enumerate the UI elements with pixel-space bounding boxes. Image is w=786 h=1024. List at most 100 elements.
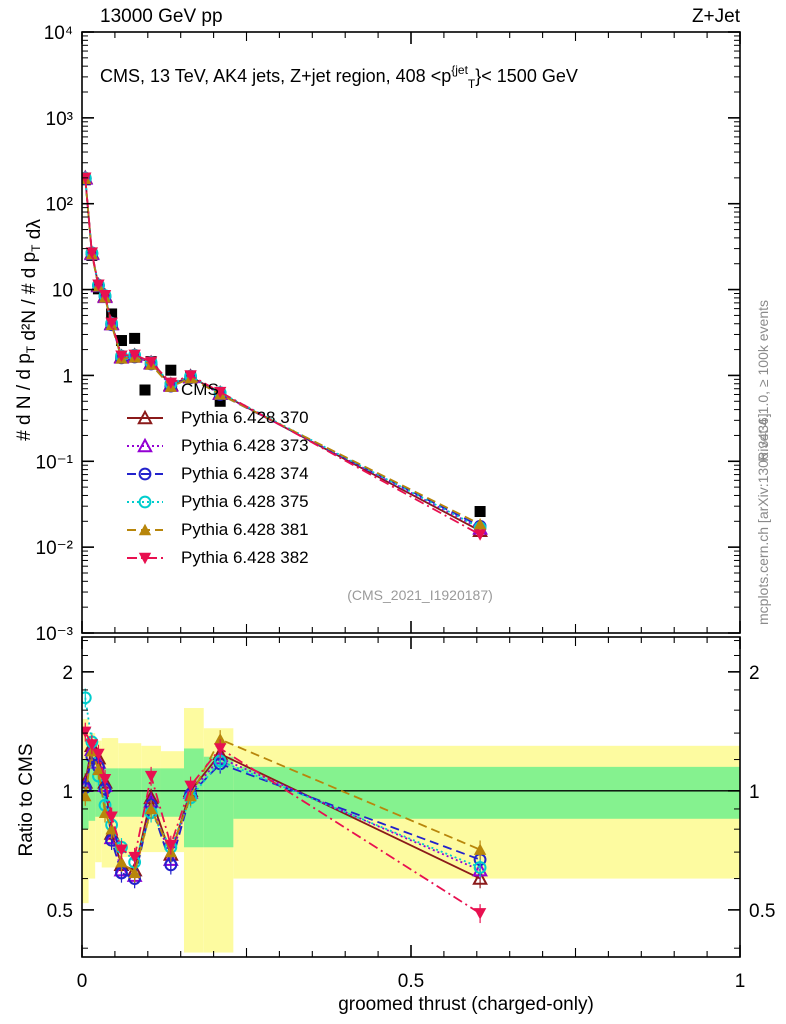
legend-entry-1[interactable]: Pythia 6.428 370: [127, 408, 309, 427]
legend-label: Pythia 6.428 374: [181, 464, 309, 483]
ratio-series-4: [82, 730, 487, 883]
y-tick-label-main: 10⁴: [44, 23, 73, 44]
ratio-uncertainty-bands: [82, 708, 740, 953]
marker-square: [106, 308, 118, 320]
legend-label: Pythia 6.428 370: [181, 408, 309, 427]
y-tick-label-ratio: 2: [62, 663, 73, 684]
header-beam-label: 13000 GeV pp: [100, 6, 223, 27]
marker-triangle-down: [144, 356, 158, 369]
y-tick-label-ratio-right: 0.5: [749, 901, 775, 922]
marker-triangle-down: [184, 780, 197, 792]
marker-triangle-down: [184, 370, 197, 382]
y-axis-label-ratio: Ratio to CMS: [16, 744, 37, 857]
marker-triangle-down: [115, 844, 128, 856]
marker-triangle-up: [137, 409, 153, 425]
side-label-rivet: Rivet 4.1.0, ≥ 100k events: [755, 300, 771, 462]
marker-triangle-down: [213, 743, 227, 755]
ratio-series-5: [82, 722, 487, 924]
marker-square: [165, 364, 177, 376]
marker-triangle-up: [128, 866, 141, 879]
legend-label: Pythia 6.428 381: [181, 520, 309, 539]
marker-triangle-up: [137, 437, 153, 453]
y-tick-label-main: 10: [52, 281, 73, 302]
marker-triangle-up: [472, 870, 488, 885]
legend-entry-5[interactable]: Pythia 6.428 381: [127, 520, 309, 539]
marker-square: [115, 335, 127, 347]
marker-triangle-down: [92, 748, 105, 761]
ratio-line: [84, 754, 481, 880]
marker-triangle-up: [473, 843, 487, 855]
marker-circle: [138, 467, 152, 481]
marker-triangle-up: [213, 733, 227, 745]
ratio-line: [84, 747, 481, 877]
legend-entry-6[interactable]: Pythia 6.428 382: [127, 548, 309, 567]
marker-triangle-down: [82, 726, 92, 739]
marker-circle: [473, 861, 487, 874]
marker-square: [139, 384, 151, 396]
marker-triangle-up: [144, 802, 158, 815]
x-tick-label: 1: [735, 971, 746, 992]
plot-annotation: CMS, 13 TeV, AK4 jets, Z+jet region, 408…: [100, 63, 578, 91]
legend-entry-3[interactable]: Pythia 6.428 374: [127, 464, 309, 483]
band-green: [118, 768, 142, 817]
marker-triangle-up: [105, 822, 118, 835]
legend-label: Pythia 6.428 375: [181, 492, 309, 511]
x-axis-label: groomed thrust (charged-only): [338, 994, 594, 1015]
y-axis-label-main: # d N / d pT d²N / # d pT dλ: [14, 219, 45, 441]
marker-triangle-down: [138, 552, 152, 565]
y-tick-label-main: 10⁻³: [36, 624, 74, 645]
x-tick-label: 0.5: [398, 971, 424, 992]
marker-triangle-down: [98, 774, 112, 786]
legend-label: Pythia 6.428 373: [181, 436, 309, 455]
y-tick-label-ratio: 0.5: [47, 901, 73, 922]
main-series-group: [82, 169, 488, 541]
band-green: [95, 768, 102, 817]
marker-circle: [82, 691, 92, 705]
band-green: [88, 765, 96, 821]
y-tick-label-ratio-right: 1: [749, 782, 760, 803]
ratio-series-group: [82, 688, 488, 924]
marker-triangle-down: [92, 279, 105, 291]
y-tick-label-ratio: 1: [62, 782, 73, 803]
marker-triangle-down: [85, 739, 99, 751]
marker-triangle-down: [473, 908, 487, 920]
legend-label: CMS: [181, 380, 219, 399]
marker-triangle-down: [473, 529, 487, 541]
marker-triangle-up: [184, 789, 197, 802]
band-green: [233, 766, 740, 819]
marker-triangle-up: [115, 856, 128, 868]
series-line: [84, 177, 481, 536]
legend-entry-2[interactable]: Pythia 6.428 373: [127, 436, 309, 455]
series-6: [82, 172, 487, 541]
y-tick-label-main: 1: [62, 366, 73, 387]
marker-triangle-down: [164, 839, 178, 852]
y-tick-label-main: 10²: [46, 195, 73, 216]
marker-square: [129, 332, 141, 344]
marker-triangle-down: [105, 317, 118, 330]
watermark-label: (CMS_2021_I1920187): [347, 587, 493, 603]
legend-entry-0[interactable]: CMS: [139, 380, 219, 399]
y-tick-label-main: 10⁻¹: [36, 452, 74, 473]
marker-triangle-down: [85, 247, 99, 259]
marker-triangle-down: [98, 289, 112, 302]
marker-triangle-down: [128, 851, 141, 864]
marker-circle: [138, 495, 152, 509]
y-tick-label-main: 10³: [46, 109, 73, 130]
band-green: [160, 768, 184, 817]
legend-entry-4[interactable]: Pythia 6.428 375: [127, 492, 309, 511]
marker-triangle-up: [138, 523, 152, 536]
legend: CMS Pythia 6.428 370 Pythia 6.428 373 Pythi…: [127, 380, 309, 567]
legend-label: Pythia 6.428 382: [181, 548, 309, 567]
marker-triangle-up: [82, 789, 92, 802]
marker-triangle-down: [105, 811, 118, 823]
marker-triangle-up: [473, 518, 487, 530]
marker-square: [474, 506, 486, 518]
x-tick-label: 0: [77, 971, 88, 992]
y-tick-label-ratio-right: 2: [749, 663, 760, 684]
main-panel-frame: [81, 31, 741, 634]
header-process-label: Z+Jet: [692, 6, 741, 27]
marker-triangle-up: [92, 763, 105, 776]
marker-square: [214, 395, 226, 407]
